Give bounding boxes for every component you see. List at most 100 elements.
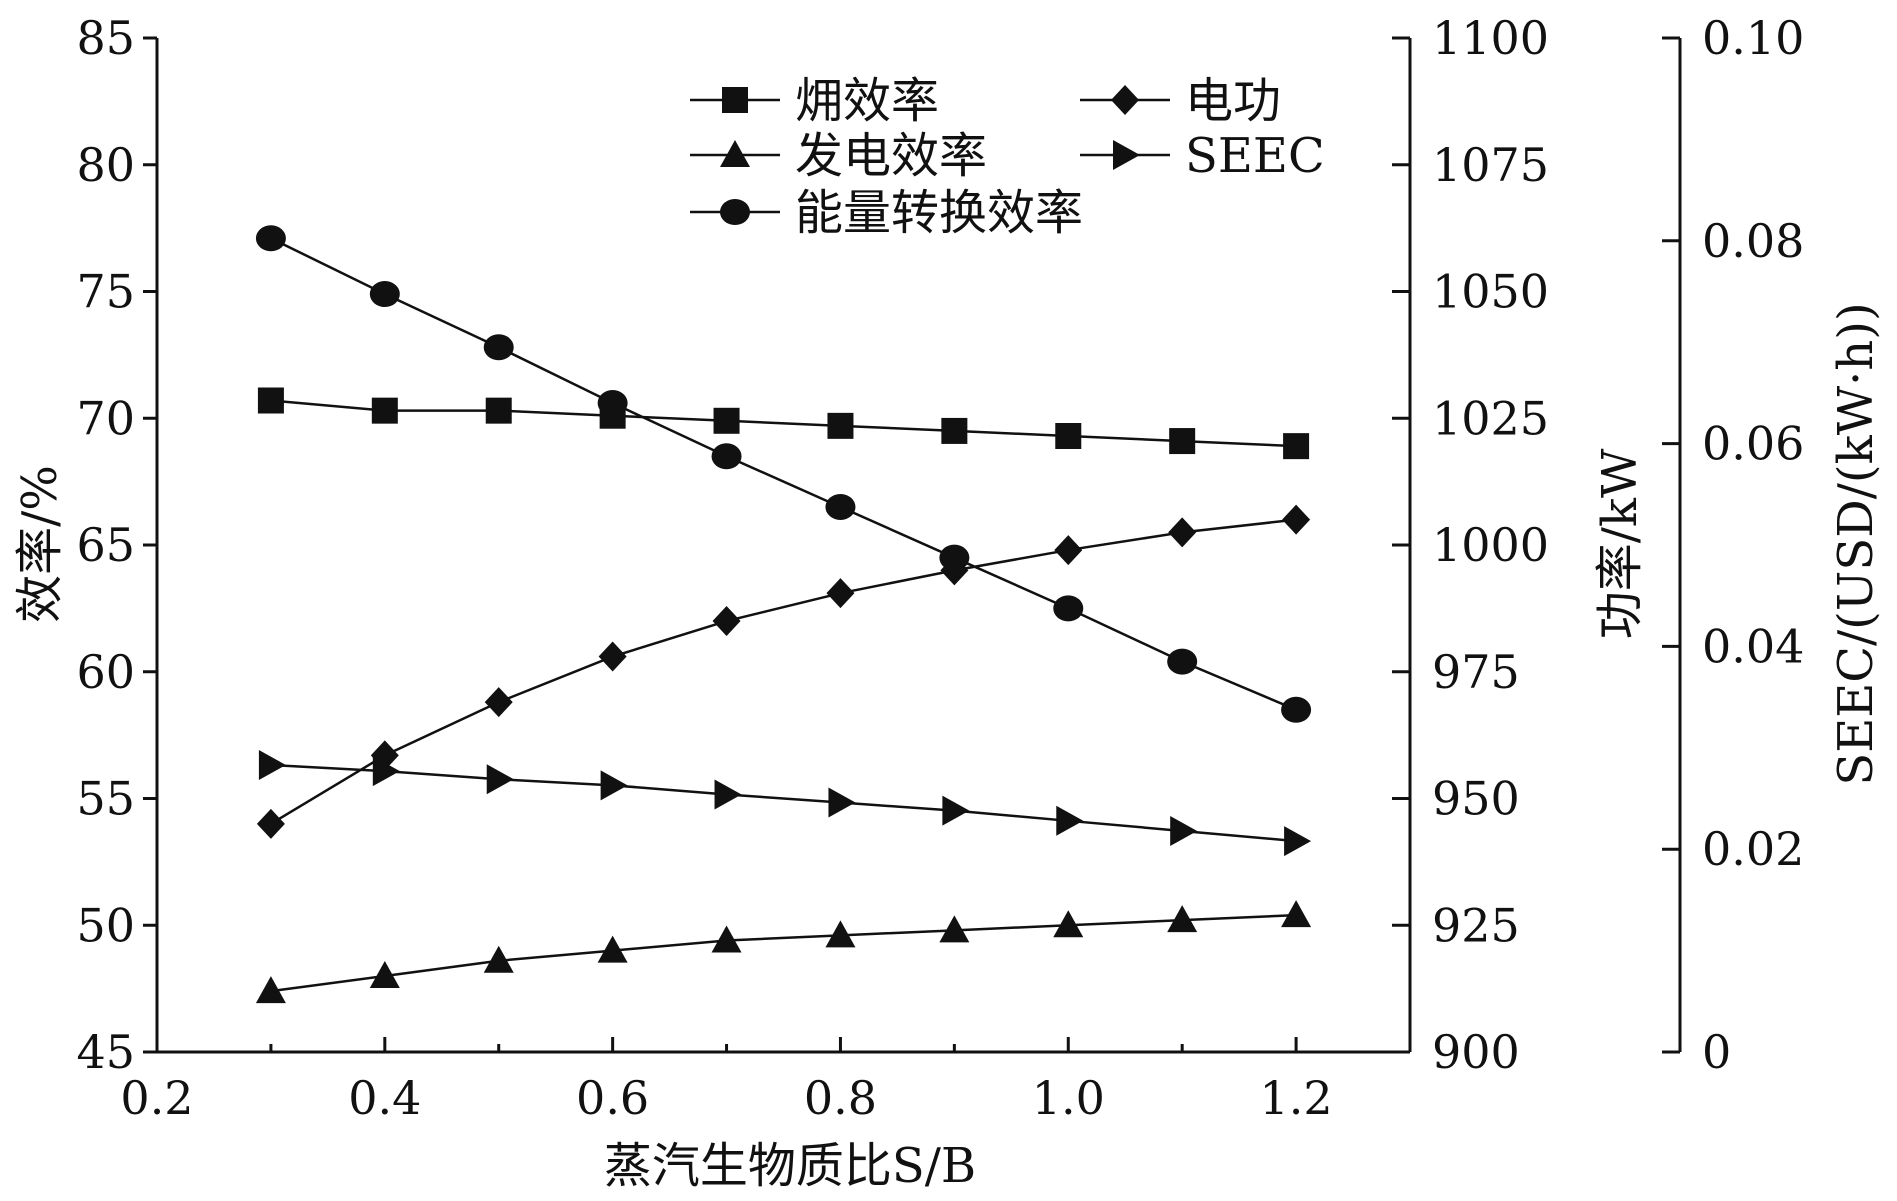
data-point	[486, 764, 514, 795]
data-point	[939, 915, 970, 943]
data-point	[483, 334, 514, 361]
data-point	[369, 281, 400, 308]
y-tick-label: 45	[76, 1025, 135, 1079]
data-point	[1284, 826, 1312, 857]
data-point	[1056, 805, 1084, 836]
legend-swatch-marker	[722, 87, 748, 113]
data-point	[255, 976, 286, 1004]
data-point	[826, 578, 855, 609]
data-point	[714, 779, 742, 810]
legend-item: 发电效率	[690, 128, 987, 184]
legend-item: 能量转换效率	[690, 185, 1083, 241]
y-tick-label: 75	[76, 265, 135, 319]
x-tick-label: 0.2	[120, 1071, 193, 1125]
data-point	[1167, 905, 1198, 933]
data-point	[1167, 648, 1198, 675]
x-tick-label: 0.4	[348, 1071, 421, 1125]
data-point	[598, 641, 627, 672]
data-point	[483, 945, 514, 973]
data-point	[825, 493, 856, 520]
series-line	[270, 399, 1297, 448]
data-point	[828, 787, 856, 818]
y-tick-label: 70	[76, 391, 135, 445]
data-point	[372, 756, 400, 787]
y2-axis-title: 功率/kW	[1592, 448, 1648, 639]
x-tick-label: 0.6	[576, 1071, 649, 1125]
y-tick-label: 55	[76, 772, 135, 826]
y2-tick-label: 975	[1432, 645, 1520, 699]
x-tick-label: 1.2	[1260, 1071, 1333, 1125]
y2-tick-label: 900	[1432, 1025, 1520, 1079]
y2-tick-label: 1050	[1432, 265, 1549, 319]
legend-label: 能量转换效率	[795, 185, 1083, 241]
data-point	[258, 750, 286, 781]
data-point	[1055, 422, 1082, 449]
data-point	[369, 960, 400, 988]
data-point	[1281, 696, 1312, 723]
data-point	[941, 417, 968, 444]
data-point	[1169, 428, 1196, 455]
data-point	[597, 390, 628, 417]
data-point	[371, 397, 398, 424]
legend-label: 电功	[1185, 73, 1281, 129]
y2-tick-label: 925	[1432, 898, 1520, 952]
y-tick-label: 85	[76, 11, 135, 65]
data-point	[939, 544, 970, 571]
y3-tick-label: 0.08	[1702, 214, 1804, 268]
axes: 0.2 0.4 0.6 0.8 1.0 1.2 45 50 55 60 65 70 75 80 85 900 9…	[76, 11, 1804, 1125]
y2-tick-label: 950	[1432, 772, 1520, 826]
data-point	[1053, 595, 1084, 622]
legend-swatch-marker	[1113, 140, 1140, 170]
y-tick-label: 50	[76, 898, 135, 952]
data-point	[713, 407, 740, 434]
legend-item: 㶲效率	[690, 73, 939, 129]
series-3	[258, 750, 1312, 857]
y3-axis-title: SEEC/(USD/(kW·h))	[1828, 302, 1884, 785]
data-point	[485, 397, 512, 424]
y2-tick-label: 1025	[1432, 391, 1549, 445]
y3-tick-label: 0.04	[1702, 619, 1804, 673]
series-4	[255, 225, 1312, 723]
x-tick-label: 0.8	[804, 1071, 877, 1125]
data-point	[1283, 433, 1310, 460]
series-line	[270, 518, 1297, 825]
data-point	[600, 770, 628, 801]
y3-tick-label: 0.10	[1702, 11, 1804, 65]
data-point	[484, 687, 513, 718]
y-axis-title: 效率/%	[12, 465, 68, 623]
data-point	[1054, 535, 1083, 566]
data-point	[1170, 815, 1198, 846]
legend-label: 发电效率	[795, 128, 987, 184]
data-point	[257, 387, 284, 414]
data-point	[1282, 504, 1311, 535]
data-point	[255, 225, 286, 252]
y-tick-label: 60	[76, 645, 135, 699]
series-line	[270, 913, 1297, 993]
series-1	[256, 504, 1311, 839]
legend-label: SEEC	[1185, 128, 1325, 184]
data-point	[825, 920, 856, 948]
data-point	[256, 808, 285, 839]
legend-item: 电功	[1080, 73, 1281, 129]
y-tick-label: 65	[76, 518, 135, 572]
data-point	[711, 443, 742, 470]
legend-item: SEEC	[1080, 128, 1325, 184]
y3-tick-label: 0.06	[1702, 417, 1804, 471]
x-tick-label: 1.0	[1032, 1071, 1105, 1125]
series-line	[270, 763, 1297, 843]
data-point	[711, 925, 742, 953]
y2-tick-label: 1100	[1432, 11, 1549, 65]
series-0	[257, 387, 1310, 460]
legend-swatch-marker	[720, 140, 750, 167]
data-point	[942, 795, 970, 826]
legend-label: 㶲效率	[795, 73, 939, 129]
data-point	[827, 412, 854, 439]
data-point	[1168, 517, 1197, 548]
y-tick-label: 80	[76, 138, 135, 192]
data-point	[712, 606, 741, 637]
y3-tick-label: 0.02	[1702, 822, 1804, 876]
series-2	[255, 900, 1312, 1004]
legend-swatch-marker	[1111, 85, 1139, 115]
